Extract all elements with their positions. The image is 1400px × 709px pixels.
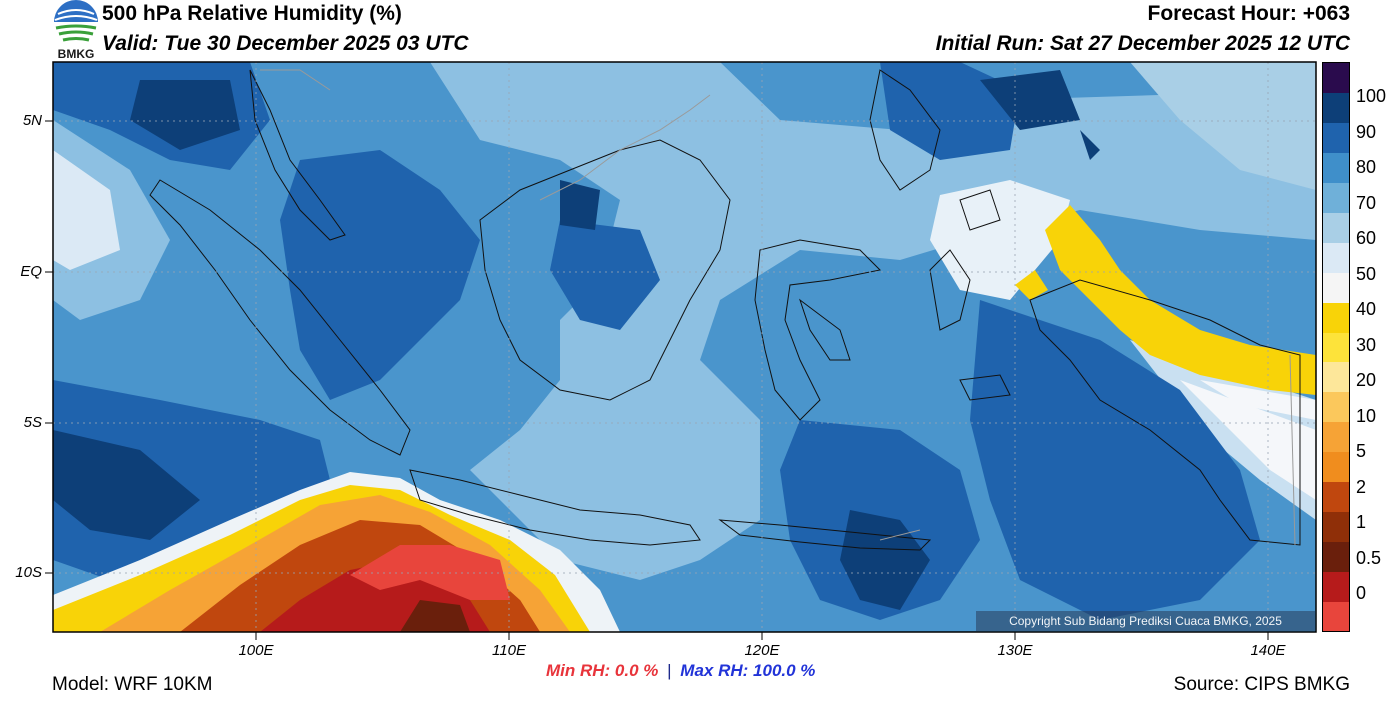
colorbar-label: 60 bbox=[1356, 228, 1377, 248]
logo-text: BMKG bbox=[58, 47, 95, 60]
lat-label-eq: EQ bbox=[20, 263, 42, 280]
colorbar-segment bbox=[1323, 601, 1349, 632]
colorbar-segment bbox=[1323, 481, 1349, 512]
forecast-hour: Forecast Hour: +063 bbox=[1147, 2, 1351, 25]
colorbar-segment bbox=[1323, 421, 1349, 453]
colorbar-segment bbox=[1323, 212, 1349, 243]
colorbar-segment bbox=[1323, 302, 1349, 333]
source-label: Source: CIPS BMKG bbox=[1173, 674, 1350, 695]
colorbar-segment bbox=[1323, 242, 1349, 273]
colorbar-label: 2 bbox=[1356, 476, 1367, 497]
colorbar-segment bbox=[1323, 511, 1349, 542]
colorbar bbox=[1322, 62, 1350, 632]
colorbar-segment bbox=[1323, 272, 1349, 303]
colorbar-label: 70 bbox=[1356, 192, 1377, 213]
stats-separator: | bbox=[667, 661, 672, 680]
max-rh: Max RH: 100.0 % bbox=[680, 661, 816, 680]
colorbar-label: 90 bbox=[1356, 121, 1377, 142]
colorbar-segment bbox=[1323, 332, 1349, 363]
lat-label-5n: 5N bbox=[22, 112, 42, 129]
lon-label-140e: 140E bbox=[1250, 642, 1286, 659]
lon-label-110e: 110E bbox=[492, 642, 526, 659]
colorbar-segment bbox=[1323, 571, 1349, 602]
colorbar-label: 0.5 bbox=[1356, 547, 1382, 568]
colorbar-segment bbox=[1323, 152, 1349, 184]
chart-title: 500 hPa Relative Humidity (%) bbox=[102, 2, 402, 25]
colorbar-segment bbox=[1323, 182, 1349, 213]
colorbar-segment bbox=[1323, 451, 1349, 483]
colorbar-label: 0 bbox=[1356, 583, 1367, 603]
valid-time: Valid: Tue 30 December 2025 03 UTC bbox=[102, 32, 469, 55]
lon-label-100e: 100E bbox=[238, 642, 274, 659]
colorbar-segment bbox=[1323, 122, 1349, 154]
colorbar-label: 100 bbox=[1356, 86, 1387, 106]
colorbar-segment bbox=[1323, 92, 1349, 124]
colorbar-segment bbox=[1323, 541, 1349, 572]
copyright-notice: Copyright Sub Bidang Prediksi Cuaca BMKG… bbox=[976, 611, 1315, 631]
colorbar-label: 50 bbox=[1356, 263, 1377, 284]
rh-stats: Min RH: 0.0 % | Max RH: 100.0 % bbox=[546, 661, 815, 681]
lon-label-130e: 130E bbox=[997, 642, 1033, 659]
min-rh: Min RH: 0.0 % bbox=[546, 661, 659, 680]
lat-label-10s: 10S bbox=[15, 564, 42, 581]
colorbar-label: 10 bbox=[1356, 405, 1377, 426]
colorbar-segment bbox=[1323, 361, 1349, 393]
colorbar-label: 30 bbox=[1356, 334, 1377, 355]
lon-label-120e: 120E bbox=[744, 642, 780, 659]
colorbar-segment bbox=[1323, 63, 1349, 94]
bmkg-logo: BMKG bbox=[54, 0, 98, 60]
colorbar-label: 20 bbox=[1356, 370, 1377, 390]
colorbar-label: 5 bbox=[1356, 441, 1367, 461]
colorbar-label: 1 bbox=[1356, 512, 1367, 532]
colorbar-label: 40 bbox=[1356, 299, 1377, 319]
initial-run: Initial Run: Sat 27 December 2025 12 UTC bbox=[935, 32, 1350, 55]
colorbar-label: 80 bbox=[1356, 157, 1377, 177]
colorbar-segment bbox=[1323, 391, 1349, 423]
lat-label-5s: 5S bbox=[23, 414, 42, 431]
model-label: Model: WRF 10KM bbox=[52, 674, 213, 695]
